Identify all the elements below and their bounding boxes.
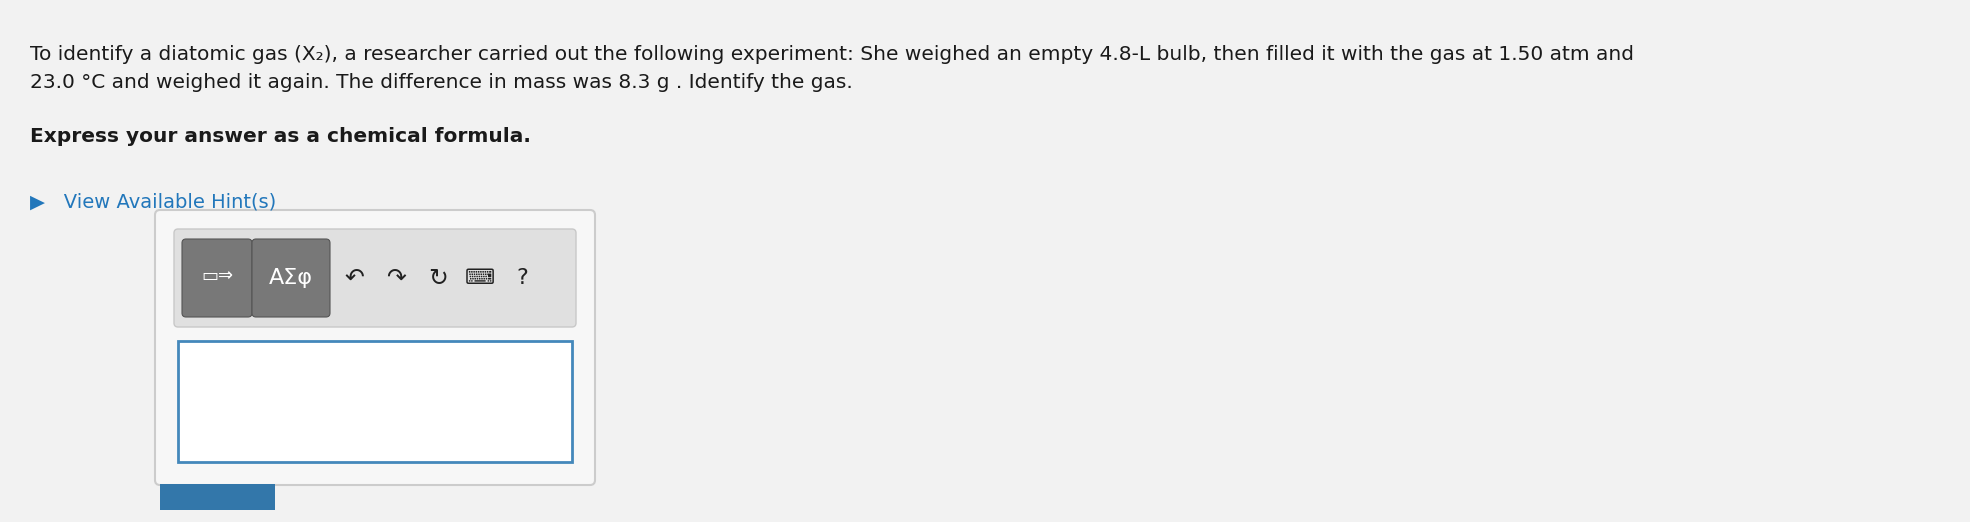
Text: ▭⇒: ▭⇒ [201, 267, 232, 285]
FancyBboxPatch shape [173, 229, 575, 327]
Text: AΣφ: AΣφ [270, 268, 313, 288]
Bar [160, 484, 276, 510]
Text: 23.0 °C and weighed it again. The difference in mass was 8.3 g . Identify the ga: 23.0 °C and weighed it again. The differ… [30, 73, 853, 92]
Bar [177, 341, 571, 462]
Text: ▶   View Available Hint(s): ▶ View Available Hint(s) [30, 193, 276, 212]
FancyBboxPatch shape [252, 239, 331, 317]
Text: Express your answer as a chemical formula.: Express your answer as a chemical formul… [30, 127, 530, 146]
Text: ↷: ↷ [386, 266, 406, 290]
FancyBboxPatch shape [156, 210, 595, 485]
Text: ↶: ↶ [345, 266, 364, 290]
Text: ⌨: ⌨ [465, 268, 494, 288]
Text: ?: ? [516, 268, 528, 288]
Text: ↻: ↻ [427, 266, 447, 290]
Text: To identify a diatomic gas (X₂), a researcher carried out the following experime: To identify a diatomic gas (X₂), a resea… [30, 45, 1633, 64]
FancyBboxPatch shape [181, 239, 252, 317]
